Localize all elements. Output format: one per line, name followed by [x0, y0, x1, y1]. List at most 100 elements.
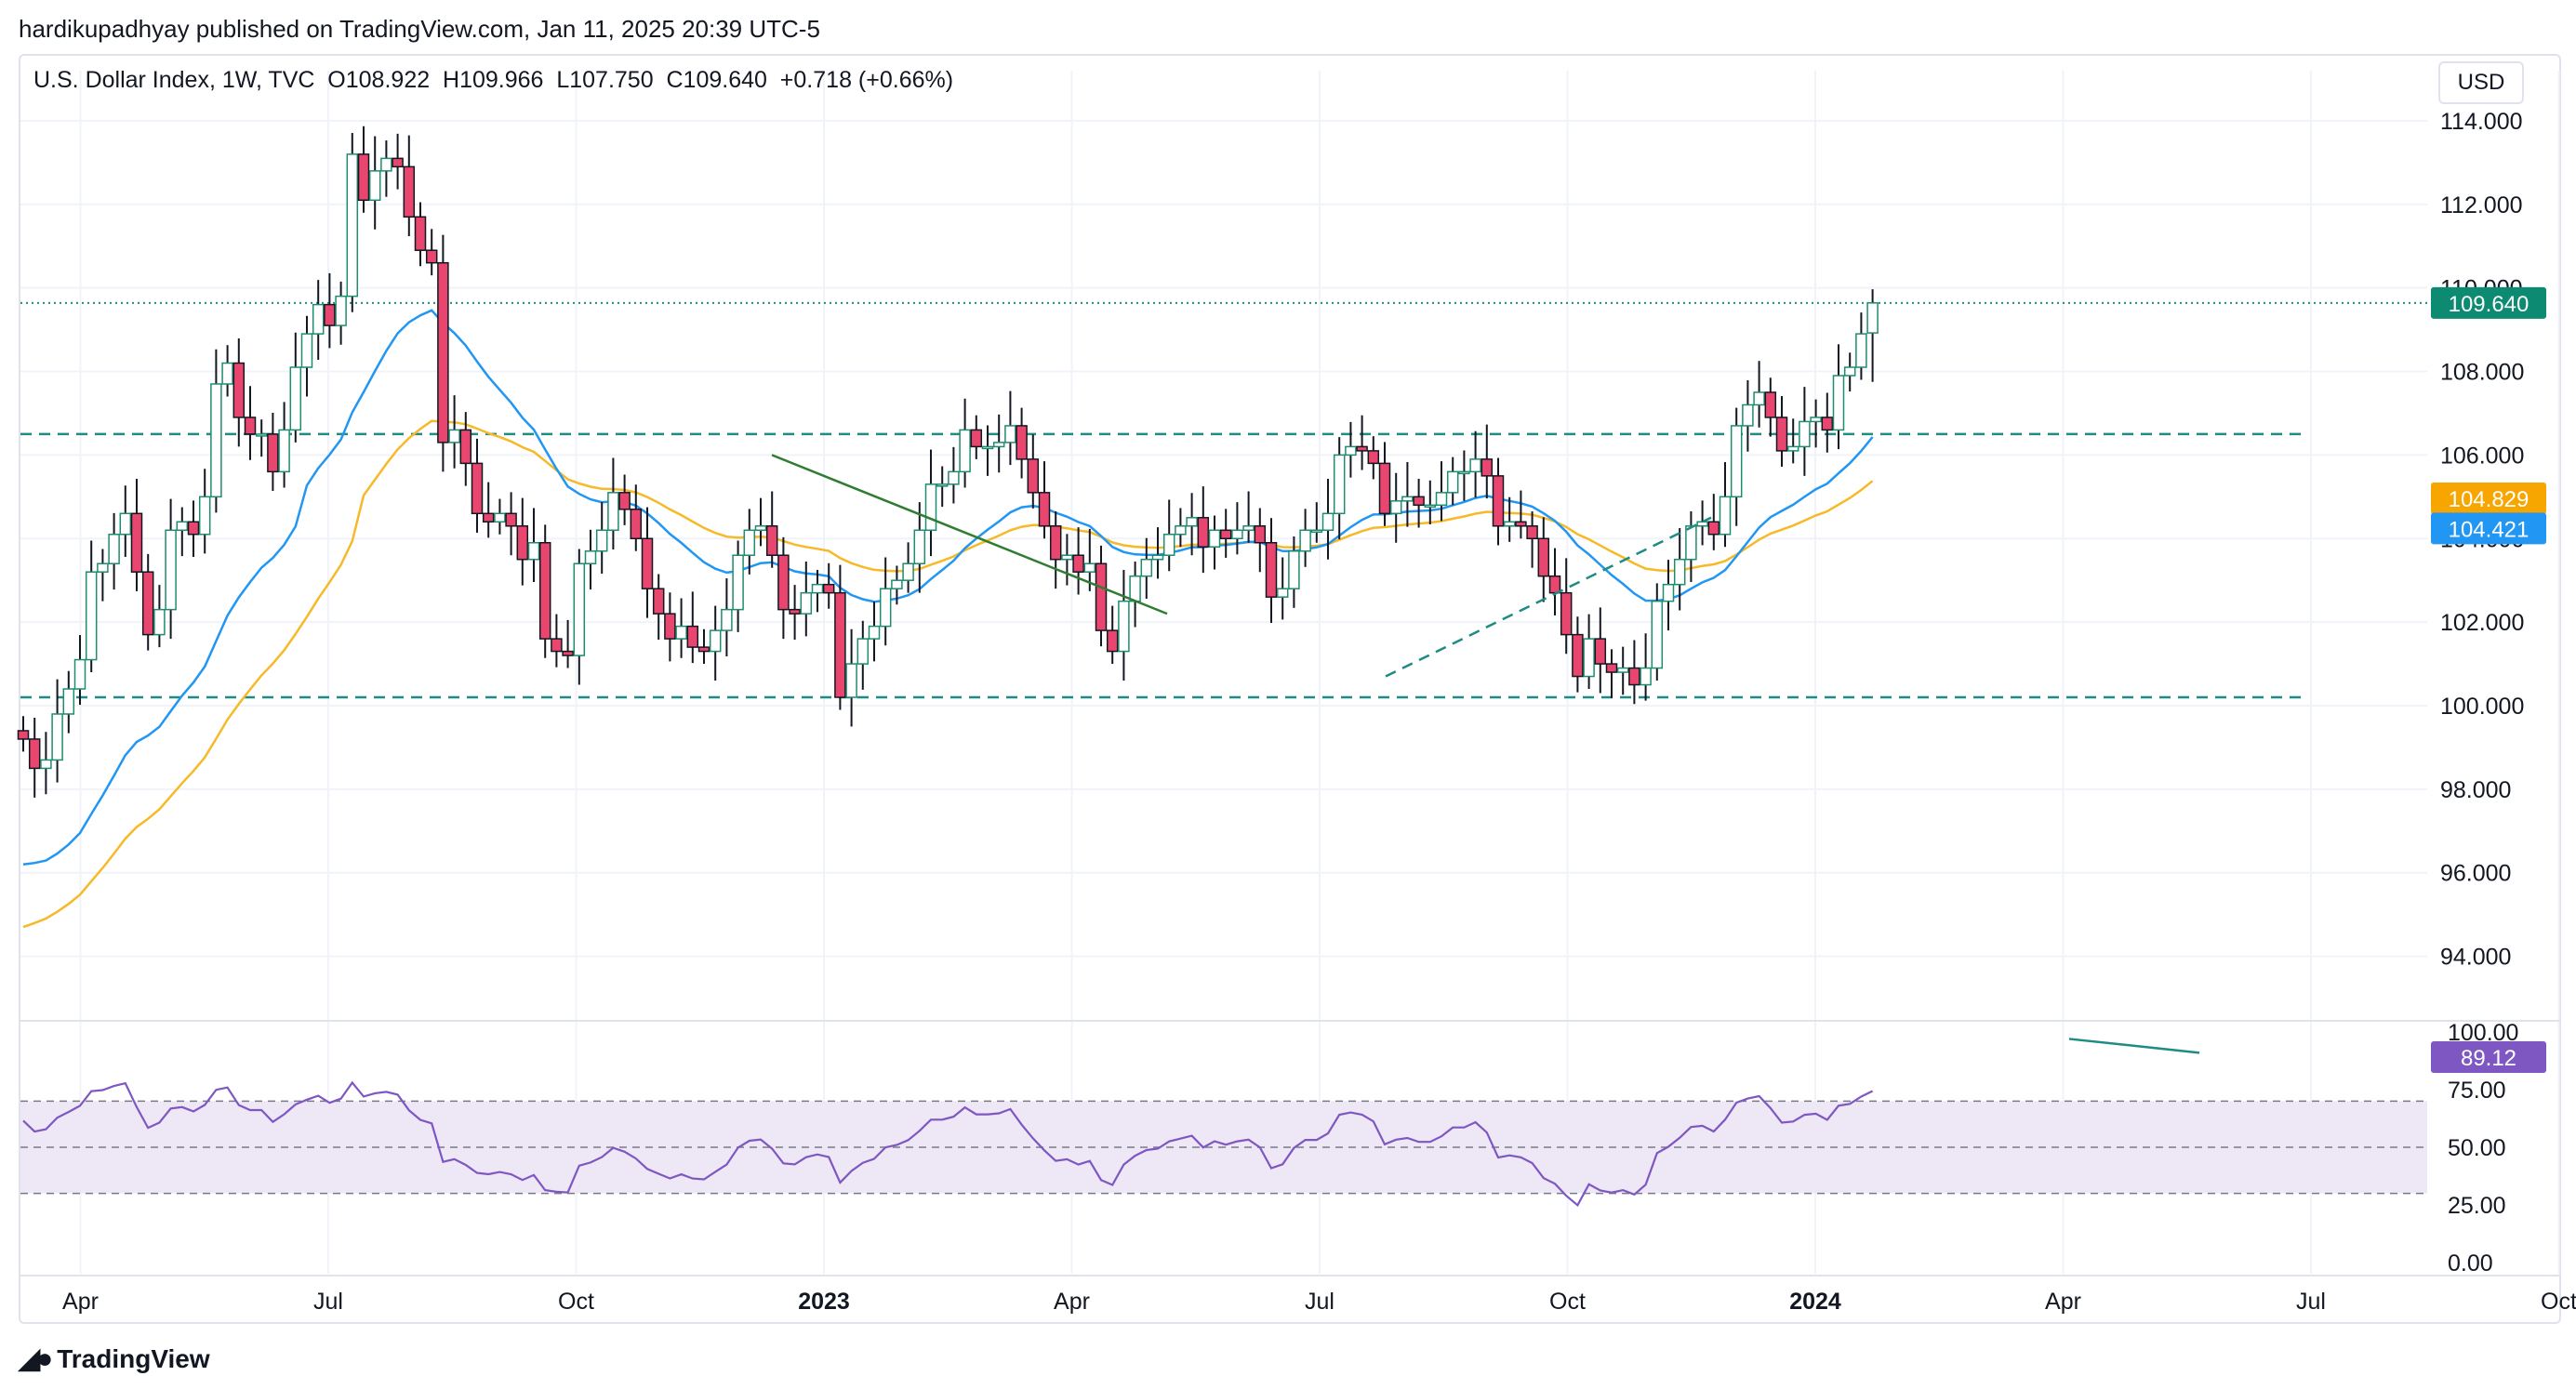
candle-body-down	[1367, 450, 1380, 465]
price-tick-label: 112.000	[2440, 192, 2523, 218]
candle-body-up	[607, 492, 619, 532]
candle	[1254, 508, 1267, 573]
ema-fast-line	[22, 309, 1874, 866]
candle-body-up	[573, 562, 586, 656]
candle-body-down	[471, 462, 484, 515]
candle-body-down	[1095, 562, 1108, 631]
candle-body-up	[1810, 417, 1822, 423]
candle	[1526, 511, 1538, 568]
last-price-tag-text: 109.640	[2449, 292, 2530, 317]
candle	[652, 574, 665, 640]
candle	[1004, 390, 1016, 466]
candle	[1775, 396, 1788, 467]
tradingview-brand[interactable]: ◢● TradingView	[19, 1343, 210, 1375]
candle-body-up	[346, 153, 359, 298]
candle-body-down	[187, 521, 200, 536]
candle-body-up	[73, 658, 86, 690]
candle	[1027, 434, 1040, 509]
candle-body-up	[743, 529, 756, 556]
candle	[1446, 456, 1459, 506]
candle-body-up	[721, 608, 733, 631]
candle	[1572, 616, 1584, 693]
candle	[1662, 560, 1675, 631]
candle	[505, 492, 517, 556]
time-tick-label: Apr	[2045, 1289, 2081, 1315]
candlestick-series	[17, 126, 1879, 798]
candle-body-up	[165, 529, 177, 611]
candle-body-up	[675, 625, 687, 640]
rsi-tick-label: 0.00	[2448, 1250, 2493, 1277]
candle-body-down	[459, 429, 472, 465]
ema-slow-tag-text: 104.829	[2449, 487, 2530, 512]
candle-body-down	[1197, 517, 1210, 548]
candle	[40, 732, 52, 795]
candle	[924, 449, 937, 557]
candle-body-up	[1310, 529, 1323, 534]
candle-body-down	[1572, 633, 1584, 678]
candle-body-up	[527, 542, 540, 561]
candle-body-down	[834, 591, 846, 698]
candle	[1821, 392, 1834, 453]
candle	[891, 565, 903, 605]
candle-body-up	[1651, 600, 1664, 669]
candle	[97, 549, 109, 602]
candle-body-down	[1594, 638, 1607, 665]
candle	[992, 414, 1005, 473]
candle	[868, 602, 881, 662]
moving-averages	[22, 309, 1874, 929]
publisher-caption: hardikupadhyay published on TradingView.…	[19, 15, 820, 43]
candle	[675, 598, 687, 658]
candle	[255, 419, 268, 457]
candle	[879, 557, 892, 646]
candle-body-up	[1640, 667, 1652, 686]
price-tick-label: 96.000	[2440, 861, 2511, 887]
candle-body-down	[686, 625, 699, 648]
candle	[538, 524, 551, 658]
candle-body-down	[17, 730, 30, 740]
candle	[482, 482, 495, 538]
candle	[595, 502, 608, 575]
candle-body-up	[1140, 558, 1153, 577]
candle-body-down	[437, 261, 449, 443]
candle	[551, 614, 563, 668]
candle	[425, 229, 438, 276]
chart-frame[interactable]	[19, 54, 2561, 1324]
candle	[210, 349, 222, 513]
candle-body-down	[267, 433, 279, 473]
candle	[721, 577, 733, 656]
candle	[1616, 646, 1629, 695]
candle-body-down	[822, 583, 835, 594]
candle-body-down	[970, 429, 983, 448]
candle-body-down	[1265, 542, 1278, 598]
candle-body-up	[1083, 562, 1096, 573]
candle	[267, 413, 279, 492]
candle-body-down	[1526, 525, 1538, 540]
candle	[1435, 461, 1448, 522]
candle	[1640, 633, 1652, 701]
candle-body-down	[403, 165, 416, 218]
candle-body-up	[1719, 496, 1732, 536]
candle-body-up	[176, 521, 189, 532]
candle-body-up	[1832, 375, 1845, 431]
candle	[300, 315, 313, 397]
candle-body-up	[51, 713, 63, 761]
candle	[664, 592, 676, 662]
candle	[1413, 479, 1425, 528]
rsi-pane	[20, 1080, 2427, 1208]
candle-body-up	[1786, 445, 1799, 452]
candle-body-down	[1821, 417, 1834, 431]
candle-body-up	[1345, 445, 1357, 456]
candle	[346, 132, 359, 312]
candle	[1378, 442, 1391, 526]
candle	[1219, 509, 1232, 558]
candle-body-up	[335, 295, 347, 326]
uptrend-line	[1385, 516, 1712, 678]
candle	[1401, 462, 1414, 527]
candle	[448, 395, 460, 469]
downtrend-line	[771, 454, 1168, 615]
time-tick-label: Apr	[62, 1289, 99, 1315]
candle	[1197, 486, 1210, 574]
candle-body-down	[538, 542, 551, 640]
currency-button[interactable]: USD	[2438, 61, 2524, 104]
